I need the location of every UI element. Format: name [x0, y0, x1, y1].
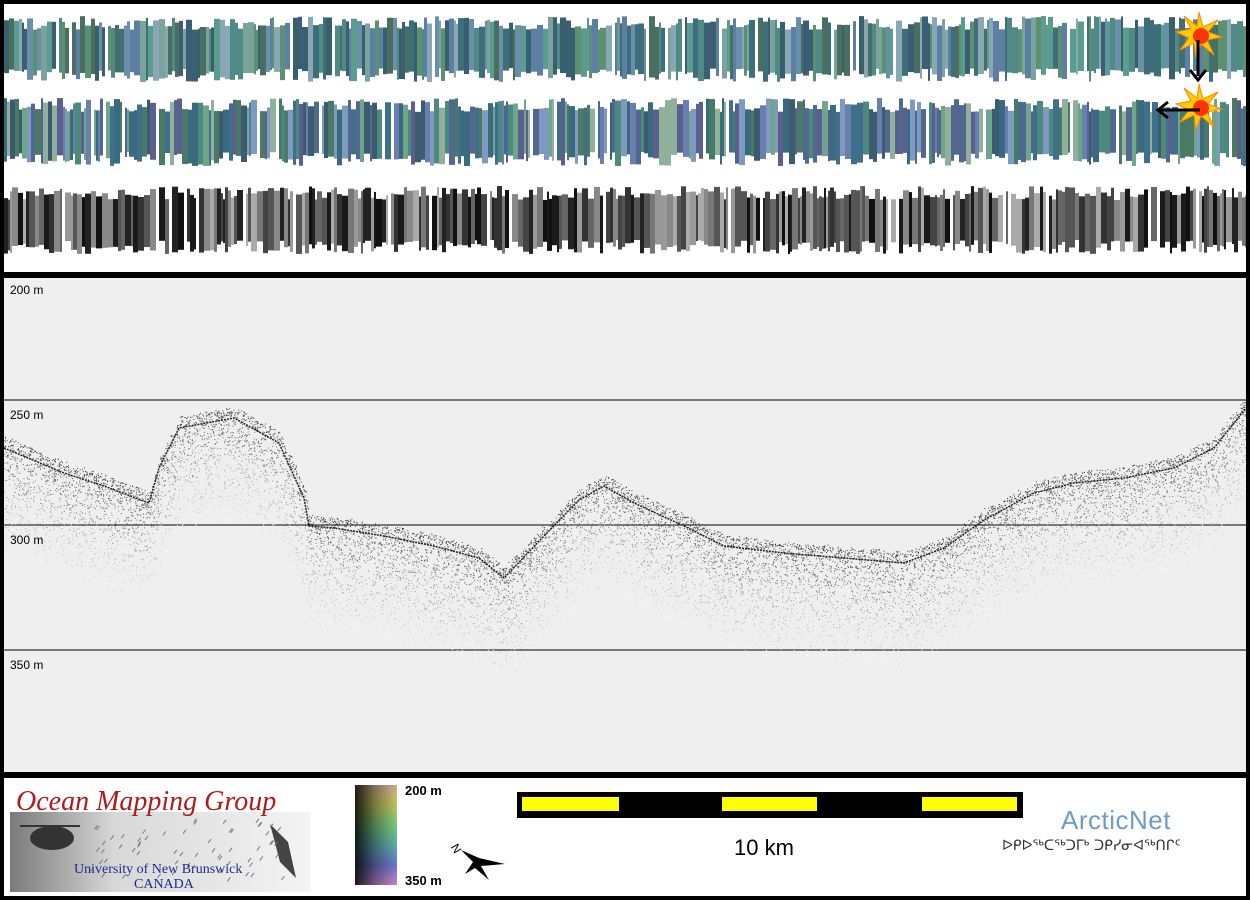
depth-label-250: 250 m: [10, 408, 44, 422]
arrow-left-icon: [1155, 100, 1200, 120]
scale-bar-segment: [722, 797, 817, 811]
shaded-relief-strip-east-light: [4, 98, 1246, 166]
north-label: N: [449, 841, 464, 856]
colorbar-bottom-label: 350 m: [405, 873, 442, 888]
ocean-mapping-group-logo: [10, 812, 310, 892]
scale-bar-segment: [522, 797, 619, 811]
scale-bar: [517, 792, 1023, 818]
depth-label-200: 200 m: [10, 283, 44, 297]
colorbar-top-label: 200 m: [405, 783, 442, 798]
omg-logo-title: Ocean Mapping Group: [16, 786, 277, 817]
arrow-down-icon: [1188, 40, 1208, 83]
arcticnet-logo-title: ArcticNet: [1061, 805, 1171, 835]
shaded-relief-strip-north-light: [4, 16, 1246, 82]
depth-profile-panel: 200 m 250 m 300 m 350 m: [4, 278, 1246, 772]
scale-bar-label: 10 km: [734, 835, 794, 860]
backscatter-strip: [4, 186, 1246, 254]
sun-illumination-icon-2: [1174, 83, 1224, 131]
swath-strips-panel: [4, 4, 1246, 272]
depth-colorbar-shade: [355, 785, 397, 885]
footer-panel: Ocean Mapping Group University of New Br…: [4, 778, 1246, 896]
depth-label-350: 350 m: [10, 658, 44, 672]
omg-logo-country: CANADA: [134, 877, 194, 892]
depth-label-300: 300 m: [10, 533, 44, 547]
depth-profile-plot: [4, 399, 1246, 681]
omg-logo-university: University of New Brunswick: [74, 862, 243, 877]
north-arrow-icon: N: [449, 841, 505, 880]
arcticnet-logo-syllabics: ᐅᑭᐅᖅᑕᖅᑐᒥᒃ ᑐᑭᓯᓂᐊᖅᑎᒋᑦ: [1002, 838, 1181, 854]
scale-bar-segment: [922, 797, 1017, 811]
